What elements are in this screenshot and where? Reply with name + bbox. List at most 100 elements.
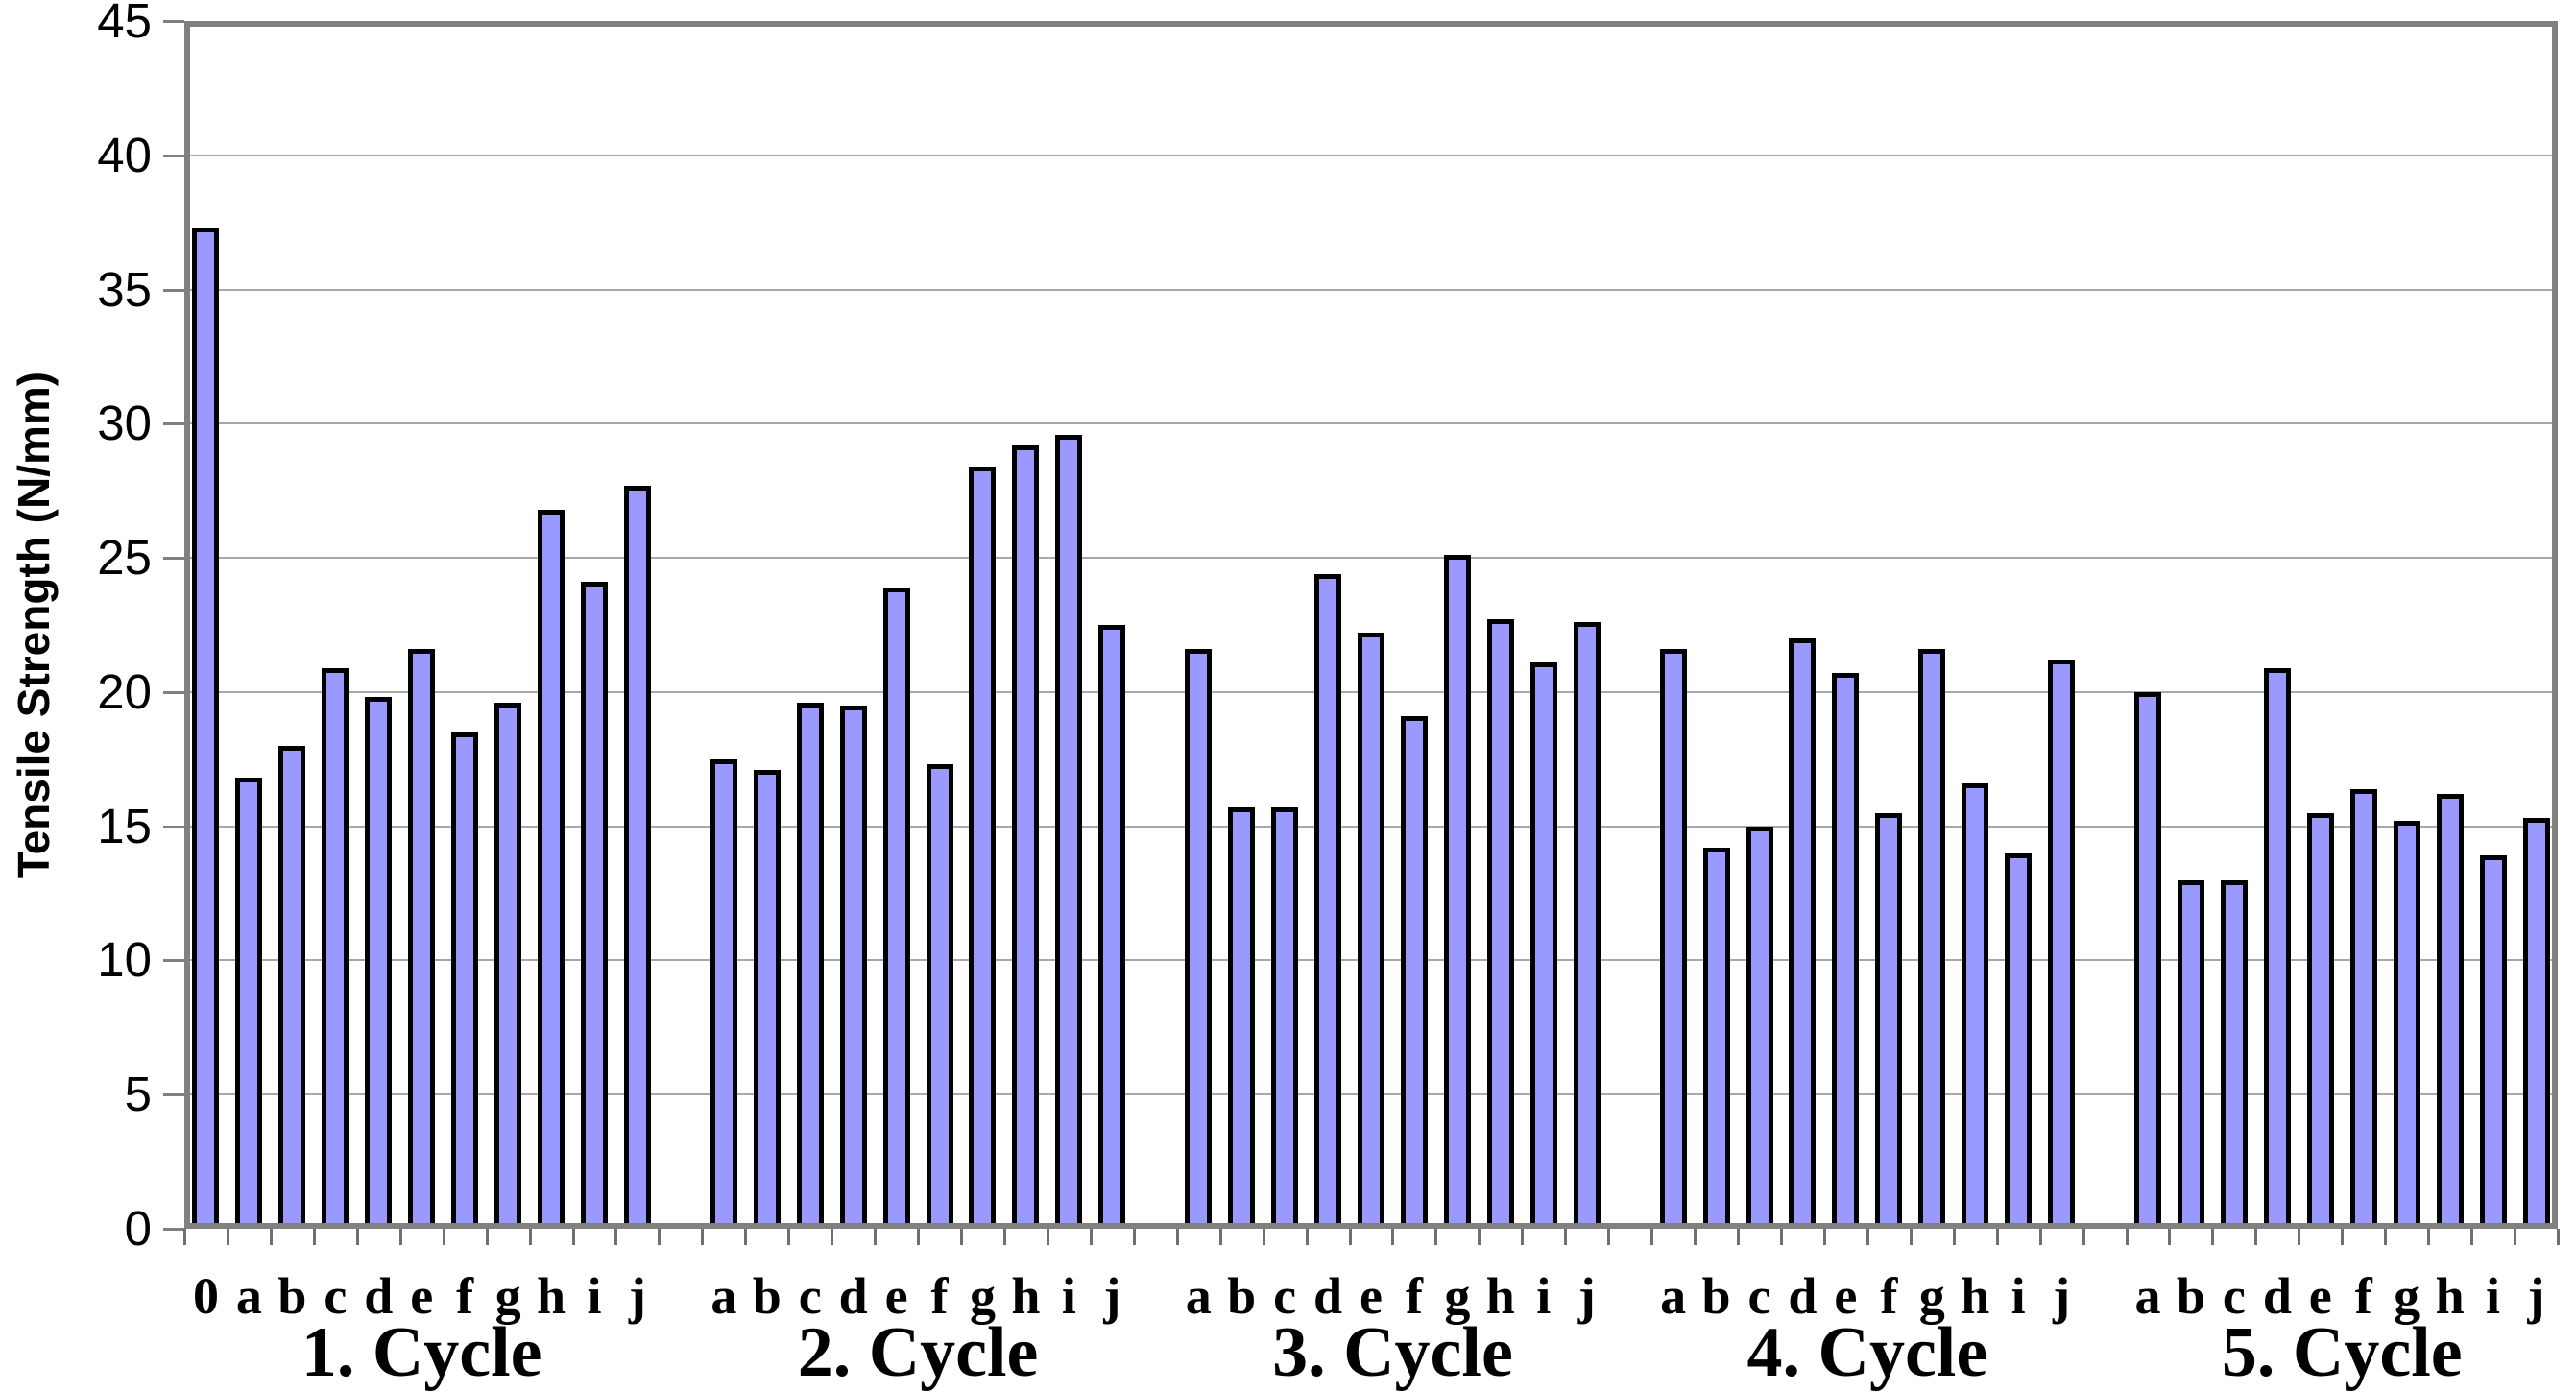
x-category-label: e xyxy=(1360,1267,1383,1325)
x-axis-tick xyxy=(1262,1229,1265,1245)
x-axis-tick xyxy=(1132,1229,1136,1245)
x-category-label: e xyxy=(1834,1267,1858,1325)
bar xyxy=(1012,444,1040,1229)
y-axis-title: Tensile Strength (N/mm) xyxy=(9,371,59,879)
plot-area xyxy=(184,21,2558,1229)
x-axis-tick xyxy=(960,1229,964,1245)
bar xyxy=(538,509,566,1229)
x-axis-tick xyxy=(2254,1229,2258,1245)
bar xyxy=(969,467,997,1229)
bar xyxy=(2436,794,2464,1229)
bar xyxy=(1962,782,1989,1229)
group-label: 2. Cycle xyxy=(797,1313,1039,1392)
y-tick-label: 15 xyxy=(97,798,152,853)
x-category-label: i xyxy=(2010,1267,2026,1325)
x-category-label: j xyxy=(628,1267,646,1325)
bar xyxy=(1358,633,1384,1229)
bar xyxy=(408,649,436,1229)
x-axis-tick xyxy=(2427,1229,2431,1245)
bar xyxy=(1745,826,1773,1229)
x-category-label: i xyxy=(2486,1267,2501,1325)
y-axis-tick xyxy=(163,690,184,694)
x-axis-tick xyxy=(2082,1229,2085,1245)
x-category-label: g xyxy=(1918,1267,1945,1325)
x-category-label: h xyxy=(1011,1267,1041,1325)
x-category-label: j xyxy=(1103,1267,1121,1325)
gridline xyxy=(184,557,2558,560)
y-axis-tick xyxy=(163,422,184,426)
x-category-label: h xyxy=(537,1267,566,1325)
x-axis-tick xyxy=(831,1229,834,1245)
gridline xyxy=(184,288,2558,291)
bar xyxy=(710,758,737,1229)
x-axis-tick xyxy=(1218,1229,1222,1245)
x-axis-tick xyxy=(2514,1229,2517,1245)
group-label: 3. Cycle xyxy=(1272,1313,1513,1392)
group-label: 1. Cycle xyxy=(301,1313,542,1392)
x-axis-tick xyxy=(398,1229,402,1245)
y-tick-label: 35 xyxy=(97,261,152,317)
x-axis-tick xyxy=(1737,1229,1741,1245)
x-category-label: f xyxy=(930,1267,949,1325)
x-axis-tick xyxy=(744,1229,748,1245)
bar xyxy=(2134,691,2162,1229)
x-axis-tick xyxy=(442,1229,445,1245)
x-axis-tick xyxy=(269,1229,273,1245)
bar xyxy=(1314,573,1342,1229)
x-axis-tick xyxy=(1046,1229,1049,1245)
x-axis-tick xyxy=(2298,1229,2301,1245)
y-tick-label: 0 xyxy=(124,1201,152,1256)
bar xyxy=(365,697,393,1229)
y-tick-label: 45 xyxy=(97,0,152,48)
bar xyxy=(1789,637,1817,1229)
bar xyxy=(2306,812,2334,1229)
x-category-label: d xyxy=(1788,1267,1818,1325)
bar xyxy=(1529,662,1557,1229)
x-category-label: a xyxy=(2134,1267,2161,1325)
bar xyxy=(2048,660,2076,1229)
gridline xyxy=(184,154,2558,156)
x-axis-tick xyxy=(1175,1229,1179,1245)
x-category-label: b xyxy=(752,1267,782,1325)
bar xyxy=(2005,852,2033,1229)
x-axis-tick xyxy=(1822,1229,1826,1245)
x-category-label: i xyxy=(587,1267,602,1325)
x-category-label: b xyxy=(1701,1267,1731,1325)
x-axis-tick xyxy=(2211,1229,2215,1245)
x-axis-tick xyxy=(1694,1229,1697,1245)
x-category-label: d xyxy=(838,1267,868,1325)
x-axis-tick xyxy=(787,1229,791,1245)
x-axis-tick xyxy=(614,1229,618,1245)
x-axis-tick xyxy=(2384,1229,2388,1245)
x-category-label: b xyxy=(1227,1267,1257,1325)
y-axis-tick xyxy=(163,825,184,828)
x-category-label: c xyxy=(1747,1267,1771,1325)
y-axis-tick xyxy=(163,1228,184,1231)
x-axis-tick xyxy=(571,1229,575,1245)
bar xyxy=(580,582,608,1229)
bar xyxy=(796,703,824,1229)
bar xyxy=(1055,434,1083,1229)
y-axis-tick xyxy=(163,20,184,23)
y-tick-label: 25 xyxy=(97,530,152,586)
x-category-label: 0 xyxy=(192,1267,219,1325)
x-axis-tick xyxy=(874,1229,878,1245)
y-tick-label: 40 xyxy=(97,127,152,182)
x-axis-tick xyxy=(2038,1229,2042,1245)
bar xyxy=(2393,821,2420,1229)
bar xyxy=(1400,716,1428,1229)
x-axis-tick xyxy=(1650,1229,1654,1245)
x-category-label: g xyxy=(494,1267,521,1325)
x-category-label: f xyxy=(2354,1267,2372,1325)
x-axis-tick xyxy=(1607,1229,1611,1245)
y-tick-label: 5 xyxy=(124,1067,152,1122)
x-axis-tick xyxy=(2557,1229,2560,1245)
x-category-label: j xyxy=(2053,1267,2071,1325)
x-category-label: d xyxy=(2262,1267,2292,1325)
x-category-label: a xyxy=(1660,1267,1687,1325)
x-axis-tick xyxy=(226,1229,229,1245)
x-axis-tick xyxy=(2470,1229,2474,1245)
x-category-label: a xyxy=(235,1267,262,1325)
x-category-label: e xyxy=(2308,1267,2332,1325)
x-category-label: h xyxy=(1485,1267,1515,1325)
